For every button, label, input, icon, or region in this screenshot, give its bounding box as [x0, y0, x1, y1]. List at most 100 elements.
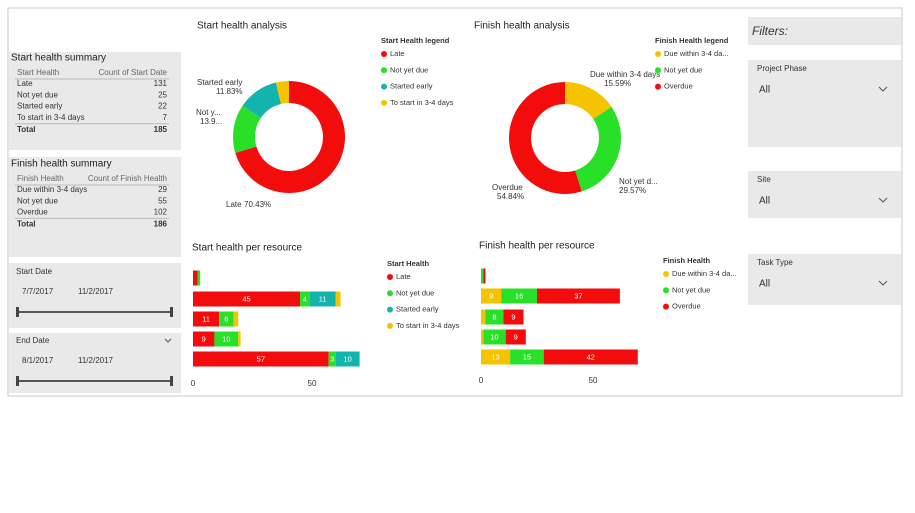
- legend-title: Finish Health: [663, 256, 711, 265]
- legend-label: Not yet due: [672, 285, 710, 294]
- row-value: 55: [158, 196, 167, 205]
- slider-handle[interactable]: [170, 307, 173, 317]
- bar-value-label: 11: [202, 314, 210, 323]
- data-label: 29.57%: [619, 186, 646, 195]
- start-summary-panel: [9, 52, 181, 150]
- x-tick-label: 0: [479, 376, 484, 385]
- legend-label: Started early: [390, 82, 433, 91]
- row-label: Not yet due: [17, 196, 58, 205]
- x-tick-label: 0: [191, 379, 196, 388]
- filter-label: Project Phase: [757, 64, 807, 73]
- donut-slice: [233, 105, 261, 153]
- bar-segment: [219, 311, 234, 327]
- filter-value: All: [759, 279, 770, 290]
- row-value: 131: [154, 79, 168, 88]
- slicer-label: End Date: [16, 336, 50, 345]
- column-header: Start Health: [17, 68, 59, 77]
- legend-label: Due within 3-4 da...: [664, 49, 729, 58]
- donut-slice: [275, 81, 289, 104]
- slider-handle[interactable]: [170, 376, 173, 386]
- data-label: 54.84%: [497, 192, 524, 201]
- chart-title: Finish health per resource: [479, 241, 595, 252]
- legend-title: Finish Health legend: [655, 36, 729, 45]
- chevron: [164, 338, 172, 343]
- bar-segment: [501, 288, 537, 304]
- bar-value-label: 9: [202, 334, 206, 343]
- bar-value-label: 4: [303, 294, 307, 303]
- end-date-panel: [9, 333, 181, 393]
- data-label: 15.59%: [604, 79, 631, 88]
- legend-label: Not yet due: [664, 65, 702, 74]
- legend-marker: [387, 306, 393, 313]
- column-header: Count of Finish Health: [88, 174, 167, 183]
- bar-segment: [300, 291, 310, 307]
- bar-segment: [193, 331, 215, 347]
- bar-segment: [481, 309, 486, 325]
- bar-value-label: 6: [224, 314, 228, 323]
- bar-value-label: 16: [515, 291, 523, 300]
- filter-label: Task Type: [757, 258, 793, 267]
- bar-segment: [537, 288, 620, 304]
- data-label-category: Not yet d...: [619, 177, 658, 186]
- legend-marker: [655, 83, 661, 90]
- bar-value-label: 10: [344, 354, 352, 363]
- bar-segment: [193, 351, 329, 367]
- slider-handle[interactable]: [16, 376, 19, 386]
- legend-marker: [663, 271, 669, 277]
- total-value: 186: [154, 220, 168, 229]
- dropdown-chevron[interactable]: [878, 197, 888, 203]
- column-header: Count of Start Date: [99, 68, 168, 77]
- legend-marker: [663, 303, 669, 310]
- dashboard-frame: [7, 7, 903, 397]
- bar-segment: [233, 311, 239, 327]
- legend-label: Started early: [396, 305, 439, 314]
- legend-marker: [387, 290, 393, 297]
- bar-value-label: 15: [523, 352, 531, 361]
- data-label-category: Late: [226, 200, 242, 209]
- row-label: Due within 3-4 days: [17, 185, 87, 194]
- column-header: Finish Health: [17, 174, 64, 183]
- total-label: Total: [17, 125, 36, 134]
- bar-value-label: 57: [257, 354, 265, 363]
- legend-marker: [381, 67, 387, 74]
- bar-value-label: 42: [587, 352, 595, 361]
- legend-label: Due within 3-4 da...: [672, 269, 737, 278]
- legend-label: Overdue: [672, 302, 701, 311]
- total-value: 185: [154, 125, 168, 134]
- finish-summary-panel: [9, 157, 181, 257]
- filter-panel: [748, 254, 901, 305]
- donut-slice: [509, 82, 582, 194]
- legend-label: Late: [396, 272, 411, 281]
- legend-label: Overdue: [664, 82, 693, 91]
- x-tick-label: 50: [589, 376, 598, 385]
- bar-segment: [481, 329, 484, 345]
- dropdown-chevron[interactable]: [878, 86, 888, 92]
- filter-value: All: [759, 85, 770, 96]
- bar-segment: [193, 270, 198, 286]
- filters-header: [748, 17, 901, 45]
- total-label: Total: [17, 220, 36, 229]
- bar-segment: [193, 291, 301, 307]
- bar-segment: [503, 309, 524, 325]
- date-from: 8/1/2017: [22, 356, 54, 365]
- filter-value: All: [759, 196, 770, 207]
- legend-marker: [381, 51, 387, 57]
- row-label: To start in 3-4 days: [17, 113, 85, 122]
- data-label-category: Overdue: [492, 183, 523, 192]
- row-label: Overdue: [17, 208, 48, 217]
- bar-segment: [481, 349, 511, 365]
- row-label: Not yet due: [17, 90, 58, 99]
- legend-title: Start Health legend: [381, 36, 450, 45]
- dropdown-chevron[interactable]: [878, 280, 888, 286]
- bar-value-label: 10: [490, 332, 498, 341]
- slicer-label: Start Date: [16, 267, 53, 276]
- date-from: 7/7/2017: [22, 287, 54, 296]
- data-label-category: Due within 3-4 days: [590, 70, 660, 79]
- legend-label: To start in 3-4 days: [396, 321, 460, 330]
- bar-segment: [309, 291, 336, 307]
- legend-marker: [663, 287, 669, 294]
- slider-handle[interactable]: [16, 307, 19, 317]
- bar-segment: [214, 331, 239, 347]
- table-title: Finish health summary: [11, 159, 112, 170]
- donut-slice: [565, 82, 612, 120]
